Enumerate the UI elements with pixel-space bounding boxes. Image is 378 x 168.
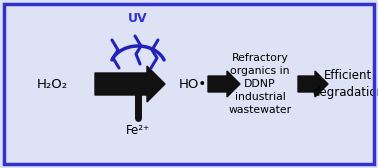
Text: H₂O₂: H₂O₂: [36, 77, 68, 91]
FancyArrow shape: [208, 71, 240, 97]
Text: HO•: HO•: [179, 77, 207, 91]
Text: UV: UV: [128, 12, 148, 25]
Text: Refractory
organics in
DDNP
industrial
wastewater: Refractory organics in DDNP industrial w…: [228, 53, 291, 115]
Text: Efficient
degradation: Efficient degradation: [312, 69, 378, 99]
FancyArrow shape: [298, 71, 328, 97]
FancyArrow shape: [95, 66, 165, 102]
Text: Fe²⁺: Fe²⁺: [126, 124, 150, 137]
